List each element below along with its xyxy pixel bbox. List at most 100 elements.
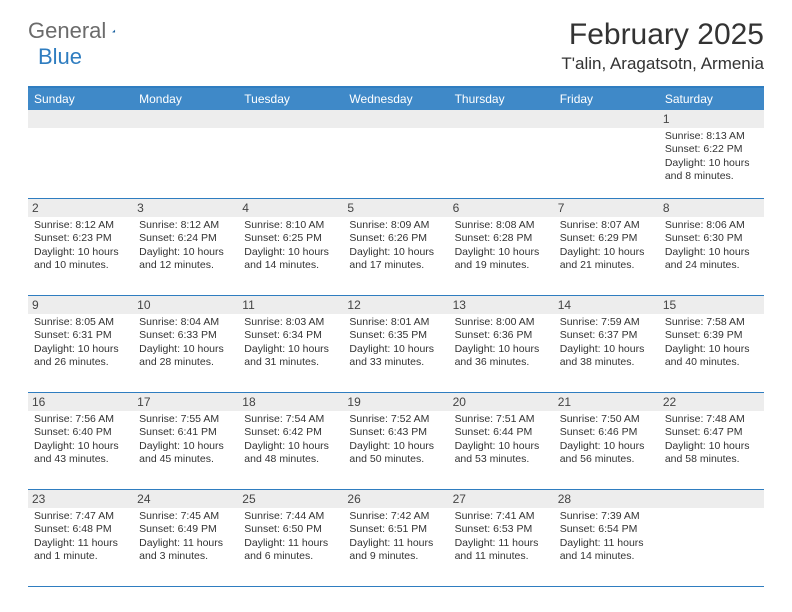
sunrise-text: Sunrise: 7:42 AM bbox=[349, 510, 442, 523]
day-number: 11 bbox=[238, 296, 343, 314]
sunrise-text: Sunrise: 7:51 AM bbox=[455, 413, 548, 426]
sunrise-text: Sunrise: 8:00 AM bbox=[455, 316, 548, 329]
calendar-cell: Sunrise: 7:42 AMSunset: 6:51 PMDaylight:… bbox=[343, 508, 448, 586]
calendar-cell: Sunrise: 7:52 AMSunset: 6:43 PMDaylight:… bbox=[343, 411, 448, 489]
day-detail: Sunrise: 7:48 AMSunset: 6:47 PMDaylight:… bbox=[663, 411, 760, 467]
header: General February 2025 T'alin, Aragatsotn… bbox=[0, 0, 792, 80]
detail-row: Sunrise: 8:13 AMSunset: 6:22 PMDaylight:… bbox=[28, 128, 764, 198]
daylight-text: Daylight: 11 hours and 11 minutes. bbox=[455, 537, 548, 564]
day-header: Friday bbox=[554, 88, 659, 110]
calendar-week: 232425262728Sunrise: 7:47 AMSunset: 6:48… bbox=[28, 490, 764, 587]
daynum-row: 9101112131415 bbox=[28, 296, 764, 314]
sunrise-text: Sunrise: 8:01 AM bbox=[349, 316, 442, 329]
sunset-text: Sunset: 6:33 PM bbox=[139, 329, 232, 342]
day-number: 27 bbox=[449, 490, 554, 508]
sunset-text: Sunset: 6:54 PM bbox=[560, 523, 653, 536]
calendar-cell bbox=[28, 128, 133, 198]
detail-row: Sunrise: 8:05 AMSunset: 6:31 PMDaylight:… bbox=[28, 314, 764, 392]
calendar-cell bbox=[449, 128, 554, 198]
logo-word-general: General bbox=[28, 18, 106, 44]
day-detail: Sunrise: 7:59 AMSunset: 6:37 PMDaylight:… bbox=[558, 314, 655, 370]
daylight-text: Daylight: 10 hours and 56 minutes. bbox=[560, 440, 653, 467]
day-number: 13 bbox=[449, 296, 554, 314]
daylight-text: Daylight: 10 hours and 48 minutes. bbox=[244, 440, 337, 467]
day-detail: Sunrise: 8:06 AMSunset: 6:30 PMDaylight:… bbox=[663, 217, 760, 273]
sunset-text: Sunset: 6:43 PM bbox=[349, 426, 442, 439]
sunrise-text: Sunrise: 7:52 AM bbox=[349, 413, 442, 426]
day-number: 3 bbox=[133, 199, 238, 217]
sunset-text: Sunset: 6:46 PM bbox=[560, 426, 653, 439]
sunset-text: Sunset: 6:42 PM bbox=[244, 426, 337, 439]
calendar-cell: Sunrise: 8:09 AMSunset: 6:26 PMDaylight:… bbox=[343, 217, 448, 295]
day-number: 15 bbox=[659, 296, 764, 314]
day-number: 8 bbox=[659, 199, 764, 217]
day-detail: Sunrise: 7:58 AMSunset: 6:39 PMDaylight:… bbox=[663, 314, 760, 370]
sunrise-text: Sunrise: 7:58 AM bbox=[665, 316, 758, 329]
day-number: 17 bbox=[133, 393, 238, 411]
sunset-text: Sunset: 6:31 PM bbox=[34, 329, 127, 342]
sunset-text: Sunset: 6:50 PM bbox=[244, 523, 337, 536]
sunset-text: Sunset: 6:26 PM bbox=[349, 232, 442, 245]
daylight-text: Daylight: 10 hours and 26 minutes. bbox=[34, 343, 127, 370]
logo-sail-icon bbox=[112, 21, 116, 41]
sunrise-text: Sunrise: 8:07 AM bbox=[560, 219, 653, 232]
day-number: 6 bbox=[449, 199, 554, 217]
daylight-text: Daylight: 11 hours and 3 minutes. bbox=[139, 537, 232, 564]
day-detail: Sunrise: 7:51 AMSunset: 6:44 PMDaylight:… bbox=[453, 411, 550, 467]
daylight-text: Daylight: 10 hours and 40 minutes. bbox=[665, 343, 758, 370]
sunset-text: Sunset: 6:44 PM bbox=[455, 426, 548, 439]
title-block: February 2025 T'alin, Aragatsotn, Armeni… bbox=[561, 18, 764, 74]
day-number: 12 bbox=[343, 296, 448, 314]
day-number: 28 bbox=[554, 490, 659, 508]
sunrise-text: Sunrise: 8:09 AM bbox=[349, 219, 442, 232]
day-number: 4 bbox=[238, 199, 343, 217]
day-number: 7 bbox=[554, 199, 659, 217]
sunset-text: Sunset: 6:30 PM bbox=[665, 232, 758, 245]
sunset-text: Sunset: 6:48 PM bbox=[34, 523, 127, 536]
daylight-text: Daylight: 10 hours and 45 minutes. bbox=[139, 440, 232, 467]
detail-row: Sunrise: 8:12 AM Sunset: 6:23 PM Daylight:… bbox=[28, 217, 764, 295]
daylight-text: Daylight: 10 hours and 43 minutes. bbox=[34, 440, 127, 467]
day-number bbox=[554, 110, 659, 128]
day-header: Wednesday bbox=[343, 88, 448, 110]
daynum-row: 16171819202122 bbox=[28, 393, 764, 411]
sunset-text: Sunset: 6:28 PM bbox=[455, 232, 548, 245]
daylight-text: Daylight: 10 hours and 24 minutes. bbox=[665, 246, 758, 273]
sunset-text: Sunset: 6:51 PM bbox=[349, 523, 442, 536]
calendar-cell: Sunrise: 8:00 AMSunset: 6:36 PMDaylight:… bbox=[449, 314, 554, 392]
daynum-row: 232425262728 bbox=[28, 490, 764, 508]
day-header: Saturday bbox=[659, 88, 764, 110]
day-detail: Sunrise: 8:04 AMSunset: 6:33 PMDaylight:… bbox=[137, 314, 234, 370]
day-detail: Sunrise: 8:09 AMSunset: 6:26 PMDaylight:… bbox=[347, 217, 444, 273]
day-header: Tuesday bbox=[238, 88, 343, 110]
day-number: 24 bbox=[133, 490, 238, 508]
sunrise-text: Sunrise: 7:56 AM bbox=[34, 413, 127, 426]
day-header: Monday bbox=[133, 88, 238, 110]
daynum-row: 1 bbox=[28, 110, 764, 128]
calendar-cell: Sunrise: 8:12 AMSunset: 6:24 PMDaylight:… bbox=[133, 217, 238, 295]
daylight-text: Daylight: 11 hours and 1 minute. bbox=[34, 537, 127, 564]
day-number: 22 bbox=[659, 393, 764, 411]
sunrise-text: Sunrise: 8:10 AM bbox=[244, 219, 337, 232]
day-detail: Sunrise: 8:13 AMSunset: 6:22 PMDaylight:… bbox=[663, 128, 760, 184]
location: T'alin, Aragatsotn, Armenia bbox=[561, 54, 764, 74]
calendar-cell: Sunrise: 8:10 AMSunset: 6:25 PMDaylight:… bbox=[238, 217, 343, 295]
calendar-cell: Sunrise: 8:13 AMSunset: 6:22 PMDaylight:… bbox=[659, 128, 764, 198]
calendar-cell: Sunrise: 7:41 AMSunset: 6:53 PMDaylight:… bbox=[449, 508, 554, 586]
sunrise-text: Sunrise: 8:08 AM bbox=[455, 219, 548, 232]
sunset-text: Sunset: 6:22 PM bbox=[665, 143, 758, 156]
daylight-text: Daylight: 10 hours and 58 minutes. bbox=[665, 440, 758, 467]
day-number bbox=[133, 110, 238, 128]
sunrise-text: Sunrise: 8:06 AM bbox=[665, 219, 758, 232]
sunrise-text: Sunrise: 7:48 AM bbox=[665, 413, 758, 426]
daylight-text: Daylight: 10 hours and 14 minutes. bbox=[244, 246, 337, 273]
sunrise-text: Sunrise: 8:12 AM bbox=[139, 219, 232, 232]
sunset-text: Sunset: 6:23 PM bbox=[34, 232, 127, 245]
daylight-text: Daylight: 10 hours and 36 minutes. bbox=[455, 343, 548, 370]
sunrise-text: Sunrise: 7:54 AM bbox=[244, 413, 337, 426]
sunset-text: Sunset: 6:39 PM bbox=[665, 329, 758, 342]
sunrise-text: Sunrise: 7:55 AM bbox=[139, 413, 232, 426]
calendar-cell: Sunrise: 7:56 AMSunset: 6:40 PMDaylight:… bbox=[28, 411, 133, 489]
sunset-text: Sunset: 6:24 PM bbox=[139, 232, 232, 245]
day-number bbox=[238, 110, 343, 128]
